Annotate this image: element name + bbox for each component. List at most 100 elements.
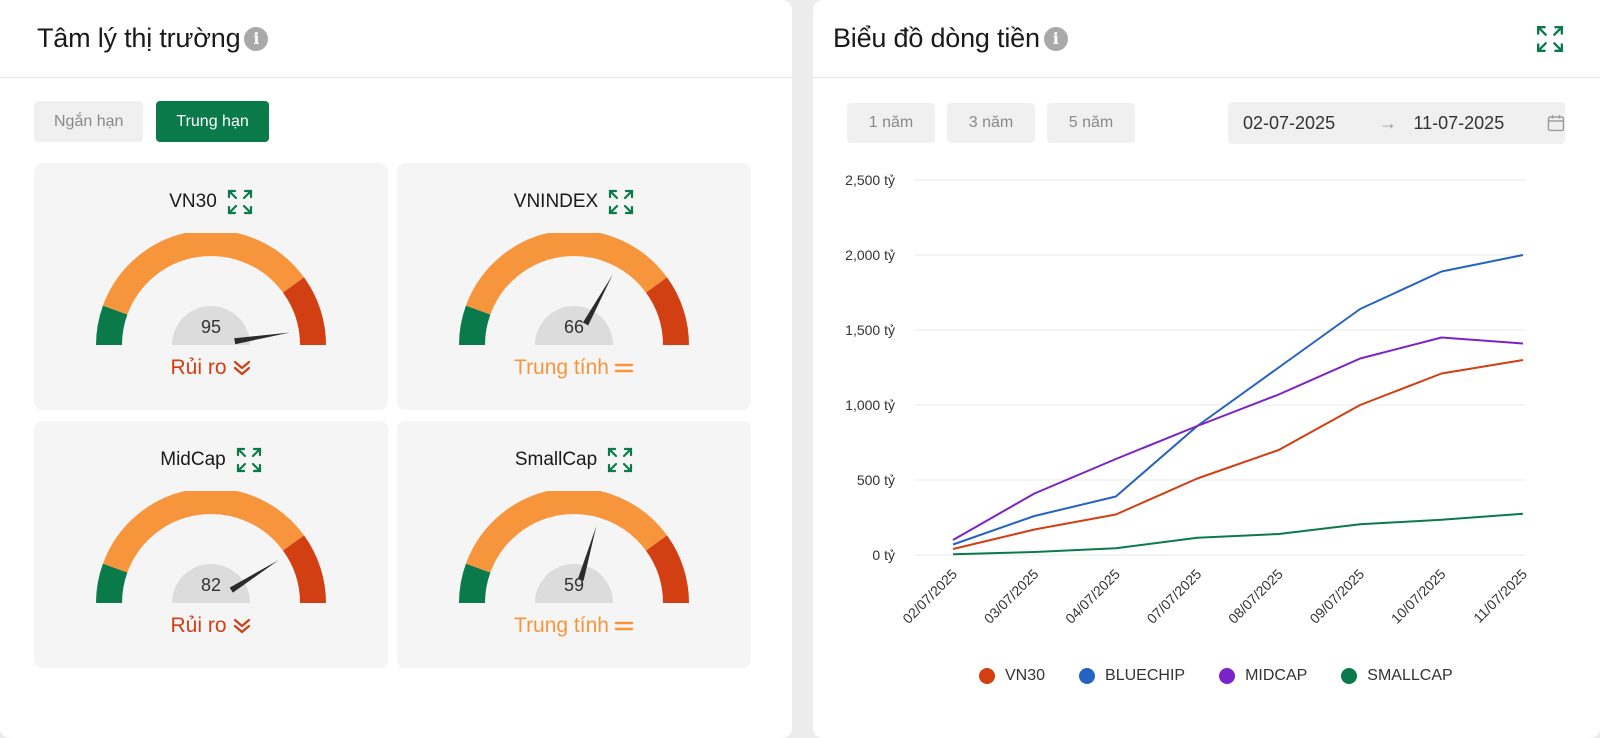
y-tick-label: 1,000 tỷ	[845, 397, 895, 413]
panel-header: Biểu đồ dòng tiền i	[813, 0, 1600, 78]
y-tick-label: 1,500 tỷ	[845, 322, 895, 338]
gauge-segment-green	[459, 563, 491, 604]
gauge-value: 59	[563, 575, 585, 595]
gauge-segment-green	[96, 305, 128, 346]
range-buttons: 1 năm 3 năm 5 năm	[847, 103, 1135, 143]
term-tabs: Ngắn hạn Trung hạn	[34, 101, 269, 142]
gauge-needle	[582, 274, 613, 326]
gauge-segment-orange	[102, 233, 305, 315]
gauge-status: Trung tính	[397, 356, 751, 380]
tab-medium-term[interactable]: Trung hạn	[156, 101, 269, 142]
legend-dot	[1341, 668, 1358, 684]
card-title-label: MidCap	[160, 449, 226, 470]
date-from[interactable]: 02-07-2025	[1243, 112, 1336, 133]
arrow-right-icon: →	[1379, 112, 1398, 133]
gauge-needle	[229, 560, 279, 593]
card-title-label: SmallCap	[514, 449, 598, 470]
card-title: MidCap	[34, 447, 388, 473]
gauge-hub	[535, 564, 613, 603]
gauge-value: 66	[563, 317, 585, 337]
series-line-smallcap	[952, 512, 1524, 556]
gauge-segment-red	[645, 277, 689, 346]
market-sentiment-panel: Tâm lý thị trường i Ngắn hạn Trung hạn V…	[0, 0, 792, 738]
gauge	[459, 491, 689, 604]
y-tick-label: 2,000 tỷ	[845, 247, 895, 263]
gauge-needle	[577, 526, 597, 581]
gauge-status-label: Rủi ro	[170, 614, 227, 637]
expand-icon[interactable]	[1536, 25, 1564, 53]
expand-icon[interactable]	[236, 447, 262, 473]
gauge-status-label: Rủi ro	[170, 356, 227, 379]
calendar-icon[interactable]	[1547, 114, 1565, 132]
gauge-segment-red	[645, 535, 689, 604]
y-tick-label: 2,500 tỷ	[845, 172, 895, 188]
gauge-status: Rủi ro	[34, 356, 388, 380]
x-tick-label: 02/07/2025	[899, 566, 960, 627]
gauge	[96, 491, 326, 604]
legend-item-vn30[interactable]: VN30	[979, 667, 1045, 685]
panel-title: Biểu đồ dòng tiền	[833, 23, 1040, 53]
card-title-label: VNINDEX	[513, 191, 599, 212]
gauge-status: Rủi ro	[34, 614, 388, 638]
date-to[interactable]: 11-07-2025	[1413, 112, 1505, 133]
gauge	[459, 233, 689, 346]
gauge-segment-orange	[465, 233, 668, 315]
legend-dot	[979, 668, 995, 684]
legend-label: SMALLCAP	[1367, 667, 1453, 684]
legend-item-midcap[interactable]: MIDCAP	[1219, 667, 1307, 685]
x-tick-label: 10/07/2025	[1388, 566, 1449, 627]
legend-label: VN30	[1005, 667, 1046, 684]
tab-short-term[interactable]: Ngắn hạn	[34, 101, 144, 142]
cashflow-panel: Biểu đồ dòng tiền i 1 năm 3 năm 5 năm 02…	[813, 0, 1600, 738]
legend-dot	[1079, 668, 1096, 684]
card-title: SmallCap	[397, 447, 751, 473]
equals-icon	[614, 364, 634, 373]
series-line-vn30	[952, 359, 1524, 550]
series-line-bluechip	[952, 254, 1524, 546]
equals-icon	[614, 622, 634, 631]
expand-icon[interactable]	[607, 447, 633, 473]
x-tick-label: 04/07/2025	[1062, 566, 1123, 627]
legend-item-smallcap[interactable]: SMALLCAP	[1341, 667, 1453, 685]
info-icon[interactable]: i	[1043, 26, 1068, 51]
legend-label: BLUECHIP	[1105, 667, 1186, 684]
cashflow-chart: 0 tỷ 500 tỷ 1,000 tỷ 1,500 tỷ 2,000 tỷ 2,500 …	[845, 172, 1530, 627]
range-3y-button[interactable]: 3 năm	[947, 103, 1035, 143]
gauge-segment-green	[459, 305, 491, 346]
panel-header: Tâm lý thị trường i	[0, 0, 792, 78]
gauge-card-smallcap: SmallCap 59 Trung tính	[397, 421, 751, 668]
panel-title: Tâm lý thị trường	[37, 23, 241, 53]
range-1y-button[interactable]: 1 năm	[847, 103, 935, 143]
gauge-value: 95	[200, 317, 222, 337]
x-tick-label: 07/07/2025	[1144, 566, 1205, 627]
legend-label: MIDCAP	[1245, 667, 1308, 684]
card-title-label: VN30	[169, 191, 217, 212]
y-tick-label: 0 tỷ	[872, 547, 895, 563]
gauge-segment-red	[282, 535, 326, 604]
gauge-status: Trung tính	[397, 614, 751, 638]
expand-icon[interactable]	[608, 189, 634, 215]
range-5y-button[interactable]: 5 năm	[1047, 103, 1135, 143]
x-tick-label: 11/07/2025	[1470, 566, 1530, 626]
gauge-value: 82	[200, 575, 222, 595]
x-tick-label: 09/07/2025	[1306, 566, 1367, 627]
info-icon[interactable]: i	[244, 26, 269, 51]
gauge-status-label: Trung tính	[514, 356, 609, 379]
series-line-midcap	[952, 336, 1524, 541]
expand-icon[interactable]	[227, 189, 253, 215]
gauge-needle	[234, 332, 291, 345]
gauge-status-label: Trung tính	[514, 614, 609, 637]
chart-legend: VN30 BLUECHIP MIDCAP SMALLCAP	[979, 667, 1453, 685]
gauge-segment-green	[96, 563, 128, 604]
gauge-card-vn30: VN30 95 Rủi ro	[34, 163, 388, 410]
card-title: VN30	[34, 189, 388, 215]
card-title: VNINDEX	[397, 189, 751, 215]
date-range-picker[interactable]: 02-07-2025 → 11-07-2025	[1228, 102, 1565, 144]
gauge-card-vnindex: VNINDEX 66 Trung tính	[397, 163, 751, 410]
gauge-hub	[172, 306, 250, 345]
legend-item-bluechip[interactable]: BLUECHIP	[1079, 667, 1185, 685]
x-tick-label: 08/07/2025	[1225, 566, 1286, 627]
gauge-hub	[535, 306, 613, 345]
gauge-card-midcap: MidCap 82 Rủi ro	[34, 421, 388, 668]
gauge	[96, 233, 326, 346]
